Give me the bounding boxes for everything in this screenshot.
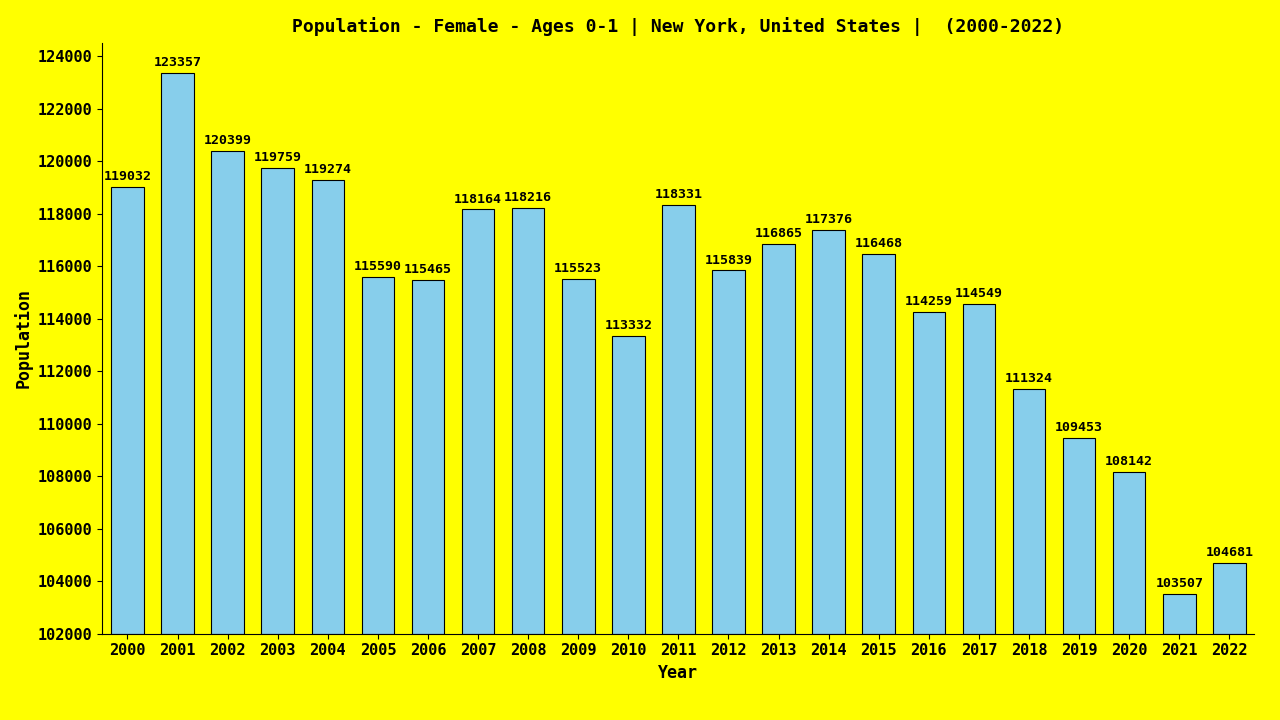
Text: 119759: 119759 bbox=[253, 150, 302, 163]
Bar bbox=[763, 243, 795, 634]
Bar bbox=[562, 279, 594, 634]
Text: 115590: 115590 bbox=[353, 260, 402, 273]
Text: 123357: 123357 bbox=[154, 56, 201, 69]
Text: 118216: 118216 bbox=[504, 191, 552, 204]
Text: 115523: 115523 bbox=[554, 262, 602, 275]
Bar bbox=[1164, 594, 1196, 634]
Bar bbox=[1112, 472, 1146, 634]
Bar bbox=[161, 73, 193, 634]
Text: 113332: 113332 bbox=[604, 319, 653, 333]
Bar bbox=[813, 230, 845, 634]
Bar bbox=[1213, 563, 1245, 634]
Bar bbox=[712, 271, 745, 634]
Title: Population - Female - Ages 0-1 | New York, United States |  (2000-2022): Population - Female - Ages 0-1 | New Yor… bbox=[292, 17, 1065, 36]
Text: 118331: 118331 bbox=[654, 188, 703, 201]
X-axis label: Year: Year bbox=[658, 664, 699, 682]
Text: 115839: 115839 bbox=[704, 253, 753, 266]
Bar bbox=[1012, 389, 1046, 634]
Bar bbox=[913, 312, 945, 634]
Text: 114259: 114259 bbox=[905, 295, 952, 308]
Text: 114549: 114549 bbox=[955, 287, 1004, 300]
Text: 118164: 118164 bbox=[454, 192, 502, 205]
Text: 116865: 116865 bbox=[755, 227, 803, 240]
Bar bbox=[963, 305, 996, 634]
Bar bbox=[111, 186, 143, 634]
Bar bbox=[462, 210, 494, 634]
Text: 117376: 117376 bbox=[805, 213, 852, 226]
Text: 119032: 119032 bbox=[104, 170, 151, 183]
Text: 120399: 120399 bbox=[204, 134, 252, 147]
Bar bbox=[1062, 438, 1096, 634]
Bar bbox=[211, 150, 244, 634]
Text: 119274: 119274 bbox=[303, 163, 352, 176]
Bar bbox=[612, 336, 645, 634]
Bar bbox=[512, 208, 544, 634]
Bar bbox=[311, 180, 344, 634]
Text: 111324: 111324 bbox=[1005, 372, 1053, 385]
Text: 116468: 116468 bbox=[855, 237, 902, 250]
Text: 109453: 109453 bbox=[1055, 421, 1103, 434]
Text: 115465: 115465 bbox=[404, 264, 452, 276]
Text: 103507: 103507 bbox=[1156, 577, 1203, 590]
Bar bbox=[863, 254, 895, 634]
Bar bbox=[412, 280, 444, 634]
Text: 104681: 104681 bbox=[1206, 546, 1253, 559]
Bar bbox=[662, 205, 695, 634]
Bar bbox=[261, 168, 294, 634]
Bar bbox=[361, 277, 394, 634]
Text: 108142: 108142 bbox=[1105, 456, 1153, 469]
Y-axis label: Population: Population bbox=[13, 289, 32, 388]
